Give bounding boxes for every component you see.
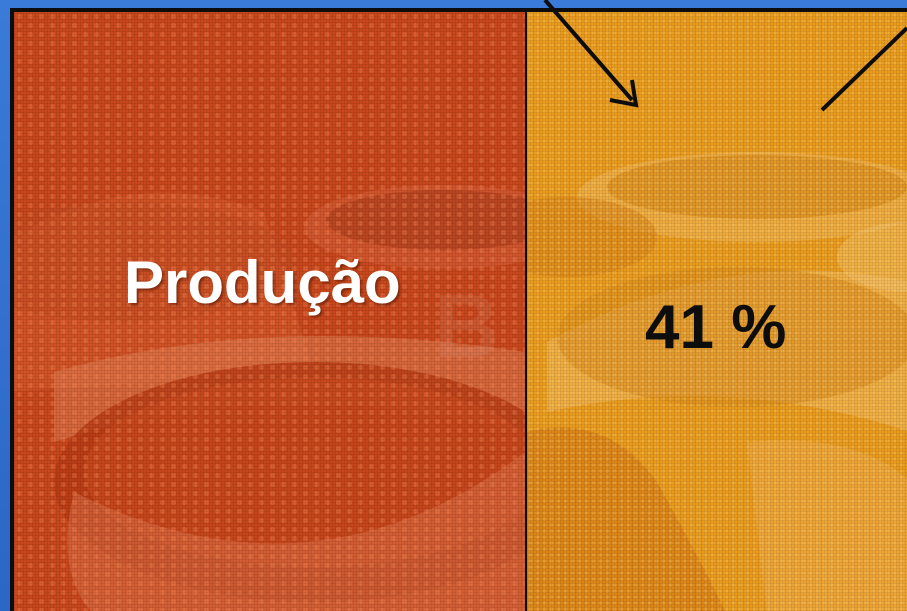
grain-sacks-photo-left: B — [14, 185, 525, 611]
panel-divider — [525, 12, 528, 611]
grain-sacks-photo-right — [527, 152, 907, 611]
svg-text:B: B — [434, 277, 499, 377]
photo-frame: B Produção — [10, 8, 907, 611]
right-panel: 41 % — [527, 12, 907, 611]
left-panel: B Produção — [14, 12, 525, 611]
percentage-label: 41 % — [645, 293, 787, 362]
production-label: Produção — [124, 249, 401, 316]
